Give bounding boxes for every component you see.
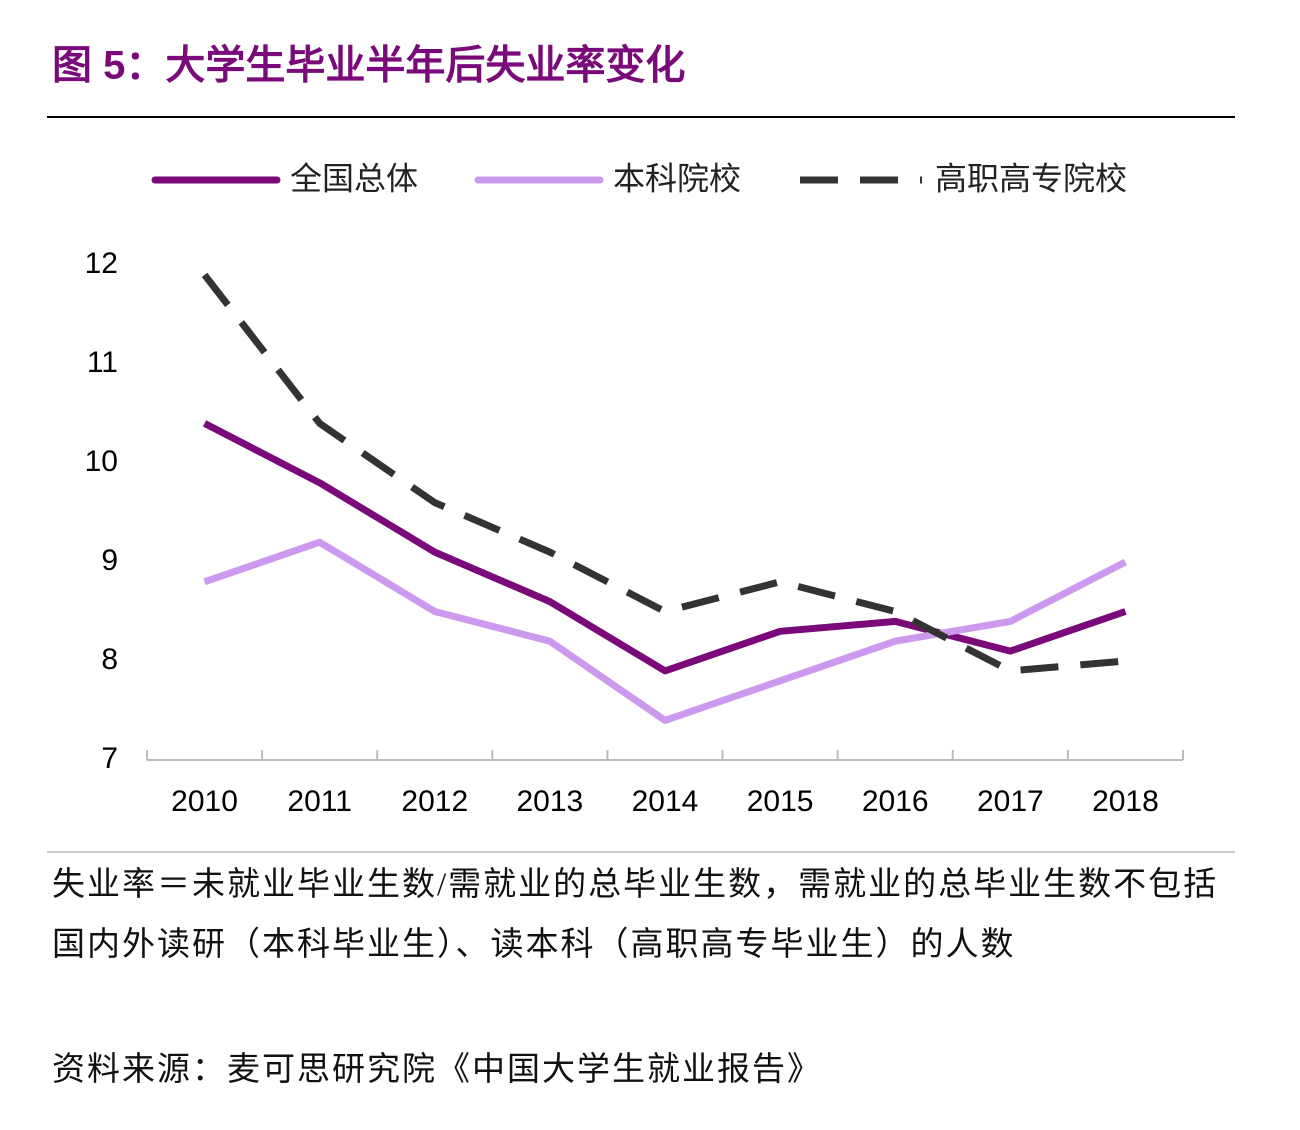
x-tick-label: 2015 <box>747 785 814 818</box>
legend-label: 高职高专院校 <box>935 160 1127 196</box>
note: 失业率＝未就业毕业生数/需就业的总毕业生数，需就业的总毕业生数不包括国内外读研（… <box>52 867 1219 963</box>
x-tick-label: 2010 <box>171 785 238 818</box>
chart: 图 5：大学生毕业半年后失业率变化 7 8 9 10 11 12 2010 2011 2012 2… <box>47 44 1235 853</box>
y-tick-label: 8 <box>101 643 118 676</box>
x-tick-label: 2017 <box>977 785 1044 818</box>
x-tick-label: 2011 <box>287 785 352 818</box>
series-line <box>203 538 1128 724</box>
x-tick-label: 2013 <box>517 785 584 818</box>
source: 资料来源：麦可思研究院《中国大学生就业报告》 <box>52 1052 822 1088</box>
y-tick-label: 7 <box>101 742 118 775</box>
y-tick-label: 9 <box>101 544 118 577</box>
legend-label: 本科院校 <box>613 160 741 196</box>
y-tick-label: 12 <box>85 247 118 280</box>
y-tick-label: 10 <box>85 445 118 478</box>
series-line <box>201 272 1126 675</box>
y-tick-label: 11 <box>87 346 118 379</box>
legend-label: 全国总体 <box>290 160 418 196</box>
x-tick-label: 2012 <box>401 785 468 818</box>
x-tick-label: 2014 <box>632 785 699 818</box>
series-line <box>202 420 1127 675</box>
x-tick-label: 2018 <box>1092 785 1159 818</box>
x-tick-label: 2016 <box>862 785 929 818</box>
chart-title: 图 5：大学生毕业半年后失业率变化 <box>52 44 685 88</box>
